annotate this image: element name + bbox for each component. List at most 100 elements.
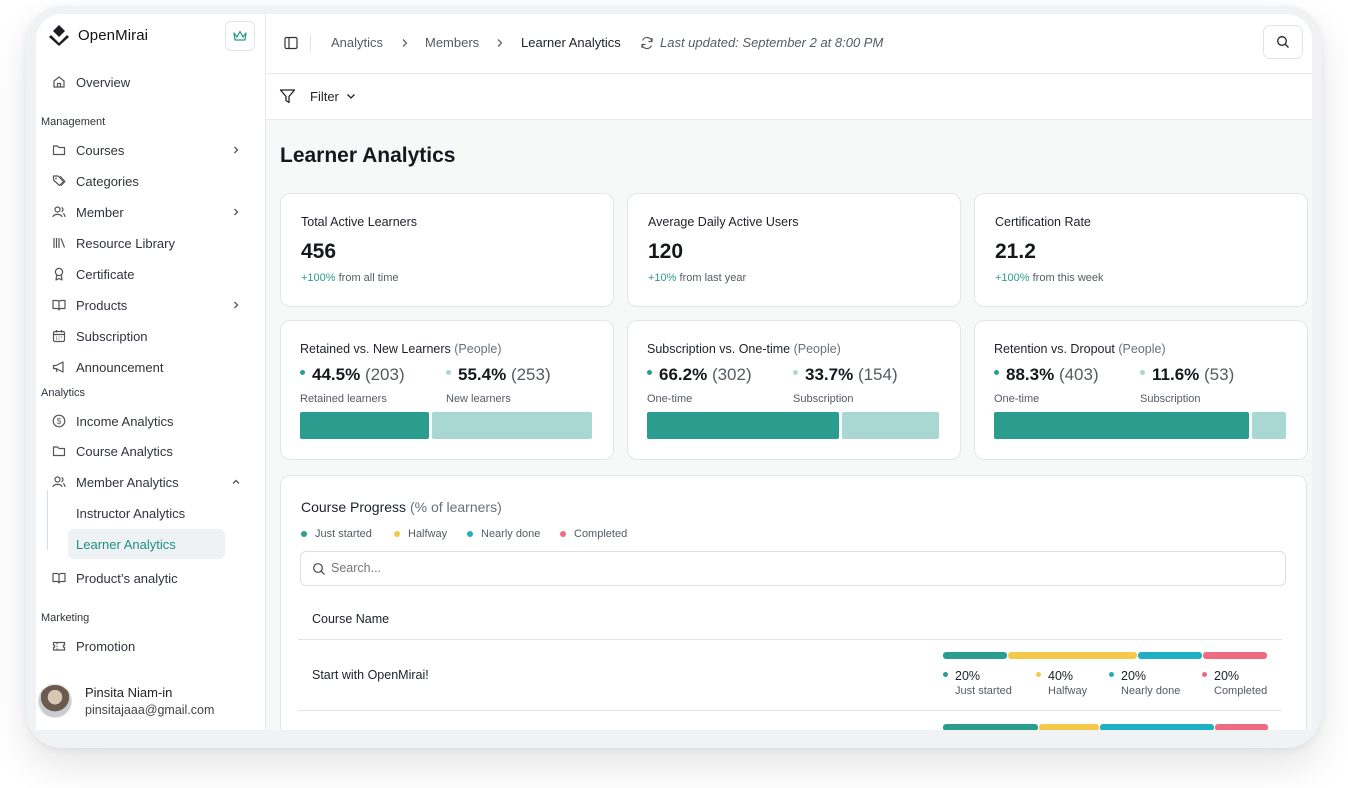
- split-title-text: Retention vs. Dropout: [994, 342, 1115, 356]
- split-percent: 44.5%: [312, 365, 361, 384]
- breadcrumb-analytics[interactable]: Analytics: [331, 35, 384, 50]
- split-bar-secondary: [1252, 412, 1286, 439]
- filter-button[interactable]: Filter: [310, 89, 339, 104]
- legend-dot: [793, 370, 798, 376]
- split-title-unit: (People): [793, 342, 841, 356]
- page-title: Learner Analytics: [280, 144, 456, 167]
- split-percent: 66.2%: [659, 365, 708, 384]
- course-search-input[interactable]: [331, 561, 1231, 575]
- sidebar-item-course-analytics[interactable]: Course Analytics: [36, 436, 266, 466]
- split-title: Retained vs. New Learners (People): [300, 342, 502, 356]
- progress-value: 40%: [1036, 669, 1073, 683]
- progress-segment: [1039, 724, 1099, 730]
- split-title: Subscription vs. One-time (People): [647, 342, 841, 356]
- split-count: (203): [364, 365, 405, 384]
- breadcrumb-members[interactable]: Members: [425, 35, 480, 50]
- sidebar-item-label: Products: [76, 297, 128, 313]
- legend-dot: [1109, 672, 1114, 678]
- legend-dot: [560, 531, 566, 537]
- progress-stage-label: Halfway: [1048, 685, 1088, 697]
- top-bar: Analytics Members Learner Analytics Last…: [266, 14, 1312, 74]
- sidebar-item-resource-library[interactable]: Resource Library: [36, 228, 266, 258]
- stat-change-period: from all time: [338, 272, 399, 284]
- progress-segment: [1203, 652, 1267, 659]
- filter-icon[interactable]: [279, 88, 296, 105]
- app-name: OpenMirai: [78, 26, 149, 44]
- sidebar-item-promotion[interactable]: Promotion: [36, 631, 266, 661]
- sidebar-item-products[interactable]: Products: [36, 290, 266, 320]
- sidebar-item-certificate[interactable]: Certificate: [36, 259, 266, 289]
- sidebar-item-member[interactable]: Member: [36, 197, 266, 227]
- course-name[interactable]: Start with OpenMirai!: [312, 668, 429, 682]
- app-logo[interactable]: OpenMirai: [48, 24, 148, 46]
- chevron-down-icon[interactable]: [346, 91, 356, 101]
- sidebar-item-member-analytics[interactable]: Member Analytics: [36, 467, 266, 497]
- progress-percent: 40%: [1048, 669, 1074, 683]
- progress-value: 20%: [943, 669, 980, 683]
- legend-dot: [647, 370, 652, 376]
- stat-title: Average Daily Active Users: [648, 215, 799, 229]
- sidebar-item-income-analytics[interactable]: $ Income Analytics: [36, 406, 266, 436]
- chevron-up-icon[interactable]: [230, 476, 242, 488]
- sidebar-item-learner-analytics[interactable]: Learner Analytics: [68, 529, 225, 559]
- legend-label: Completed: [574, 528, 628, 540]
- svg-text:$: $: [57, 417, 62, 426]
- split-count: (253): [510, 365, 551, 384]
- sidebar-item-products-analytic[interactable]: Product’s analytic: [36, 563, 266, 593]
- search-icon: [1277, 36, 1289, 48]
- legend-dot: [300, 370, 305, 376]
- legend-dot: [394, 531, 400, 537]
- search-button[interactable]: [1263, 25, 1303, 59]
- stat-change-percent: +10%: [648, 272, 677, 284]
- split-metric-b: 11.6% (53): [1140, 365, 1234, 385]
- user-email: pinsitajaaa@gmail.com: [85, 703, 215, 717]
- divider: [310, 34, 311, 52]
- stat-change: +100% from this week: [995, 272, 1104, 284]
- legend-item: Completed: [560, 528, 627, 540]
- stat-change-period: from this week: [1032, 272, 1104, 284]
- sidebar-item-instructor-analytics[interactable]: Instructor Analytics: [76, 505, 186, 521]
- refresh-icon[interactable]: [640, 36, 654, 50]
- progress-percent: 20%: [1214, 669, 1240, 683]
- split-bar-primary: [300, 412, 429, 439]
- sidebar-item-label: Announcement: [76, 359, 164, 375]
- split-metric-a: 88.3% (403): [994, 365, 1099, 385]
- filter-bar: Filter: [266, 74, 1312, 120]
- stat-value: 456: [301, 240, 337, 263]
- sidebar-item-label: Resource Library: [76, 235, 175, 251]
- user-profile[interactable]: Pinsita Niam-in pinsitajaaa@gmail.com: [36, 682, 266, 730]
- section-label-marketing: Marketing: [41, 612, 90, 624]
- legend-item: Nearly done: [467, 528, 540, 540]
- stat-card: Total Active Learners 456 +100% from all t…: [280, 193, 614, 307]
- book-icon: [52, 299, 66, 311]
- course-progress-card: Course Progress (% of learners) Just sta…: [280, 475, 1307, 730]
- chevron-right-icon[interactable]: [230, 299, 242, 311]
- main-content: Learner Analytics Total Active Learners 4…: [266, 120, 1312, 730]
- chevron-right-icon[interactable]: [230, 206, 242, 218]
- progress-segment: [1008, 652, 1137, 659]
- crown-icon: [233, 30, 247, 41]
- megaphone-icon: [52, 361, 64, 373]
- split-label: Retained learners: [300, 393, 387, 405]
- sidebar-toggle-icon[interactable]: [284, 36, 298, 50]
- chevron-right-icon[interactable]: [230, 144, 242, 156]
- sidebar-item-announcement[interactable]: Announcement: [36, 352, 266, 382]
- chevron-right-icon: [402, 39, 408, 47]
- sidebar-item-label: Certificate: [76, 266, 135, 282]
- legend-dot: [301, 531, 307, 537]
- sidebar-item-overview[interactable]: Overview: [36, 67, 266, 97]
- sidebar-item-subscription[interactable]: Subscription: [36, 321, 266, 351]
- sidebar-item-label: Member Analytics: [76, 474, 179, 490]
- legend-dot: [1202, 672, 1207, 678]
- course-search-box[interactable]: [300, 551, 1286, 586]
- sidebar-item-categories[interactable]: Categories: [36, 166, 266, 196]
- split-metric-b: 55.4% (253): [446, 365, 551, 385]
- sidebar-item-courses[interactable]: Courses: [36, 135, 266, 165]
- legend-item: Halfway: [394, 528, 447, 540]
- split-count: (53): [1204, 365, 1235, 384]
- sidebar-item-label: Subscription: [76, 328, 148, 344]
- app-window: OpenMirai Overview Management Courses Cat…: [36, 14, 1312, 730]
- user-name: Pinsita Niam-in: [85, 685, 173, 700]
- upgrade-button[interactable]: [225, 21, 255, 51]
- stat-value: 120: [648, 240, 684, 263]
